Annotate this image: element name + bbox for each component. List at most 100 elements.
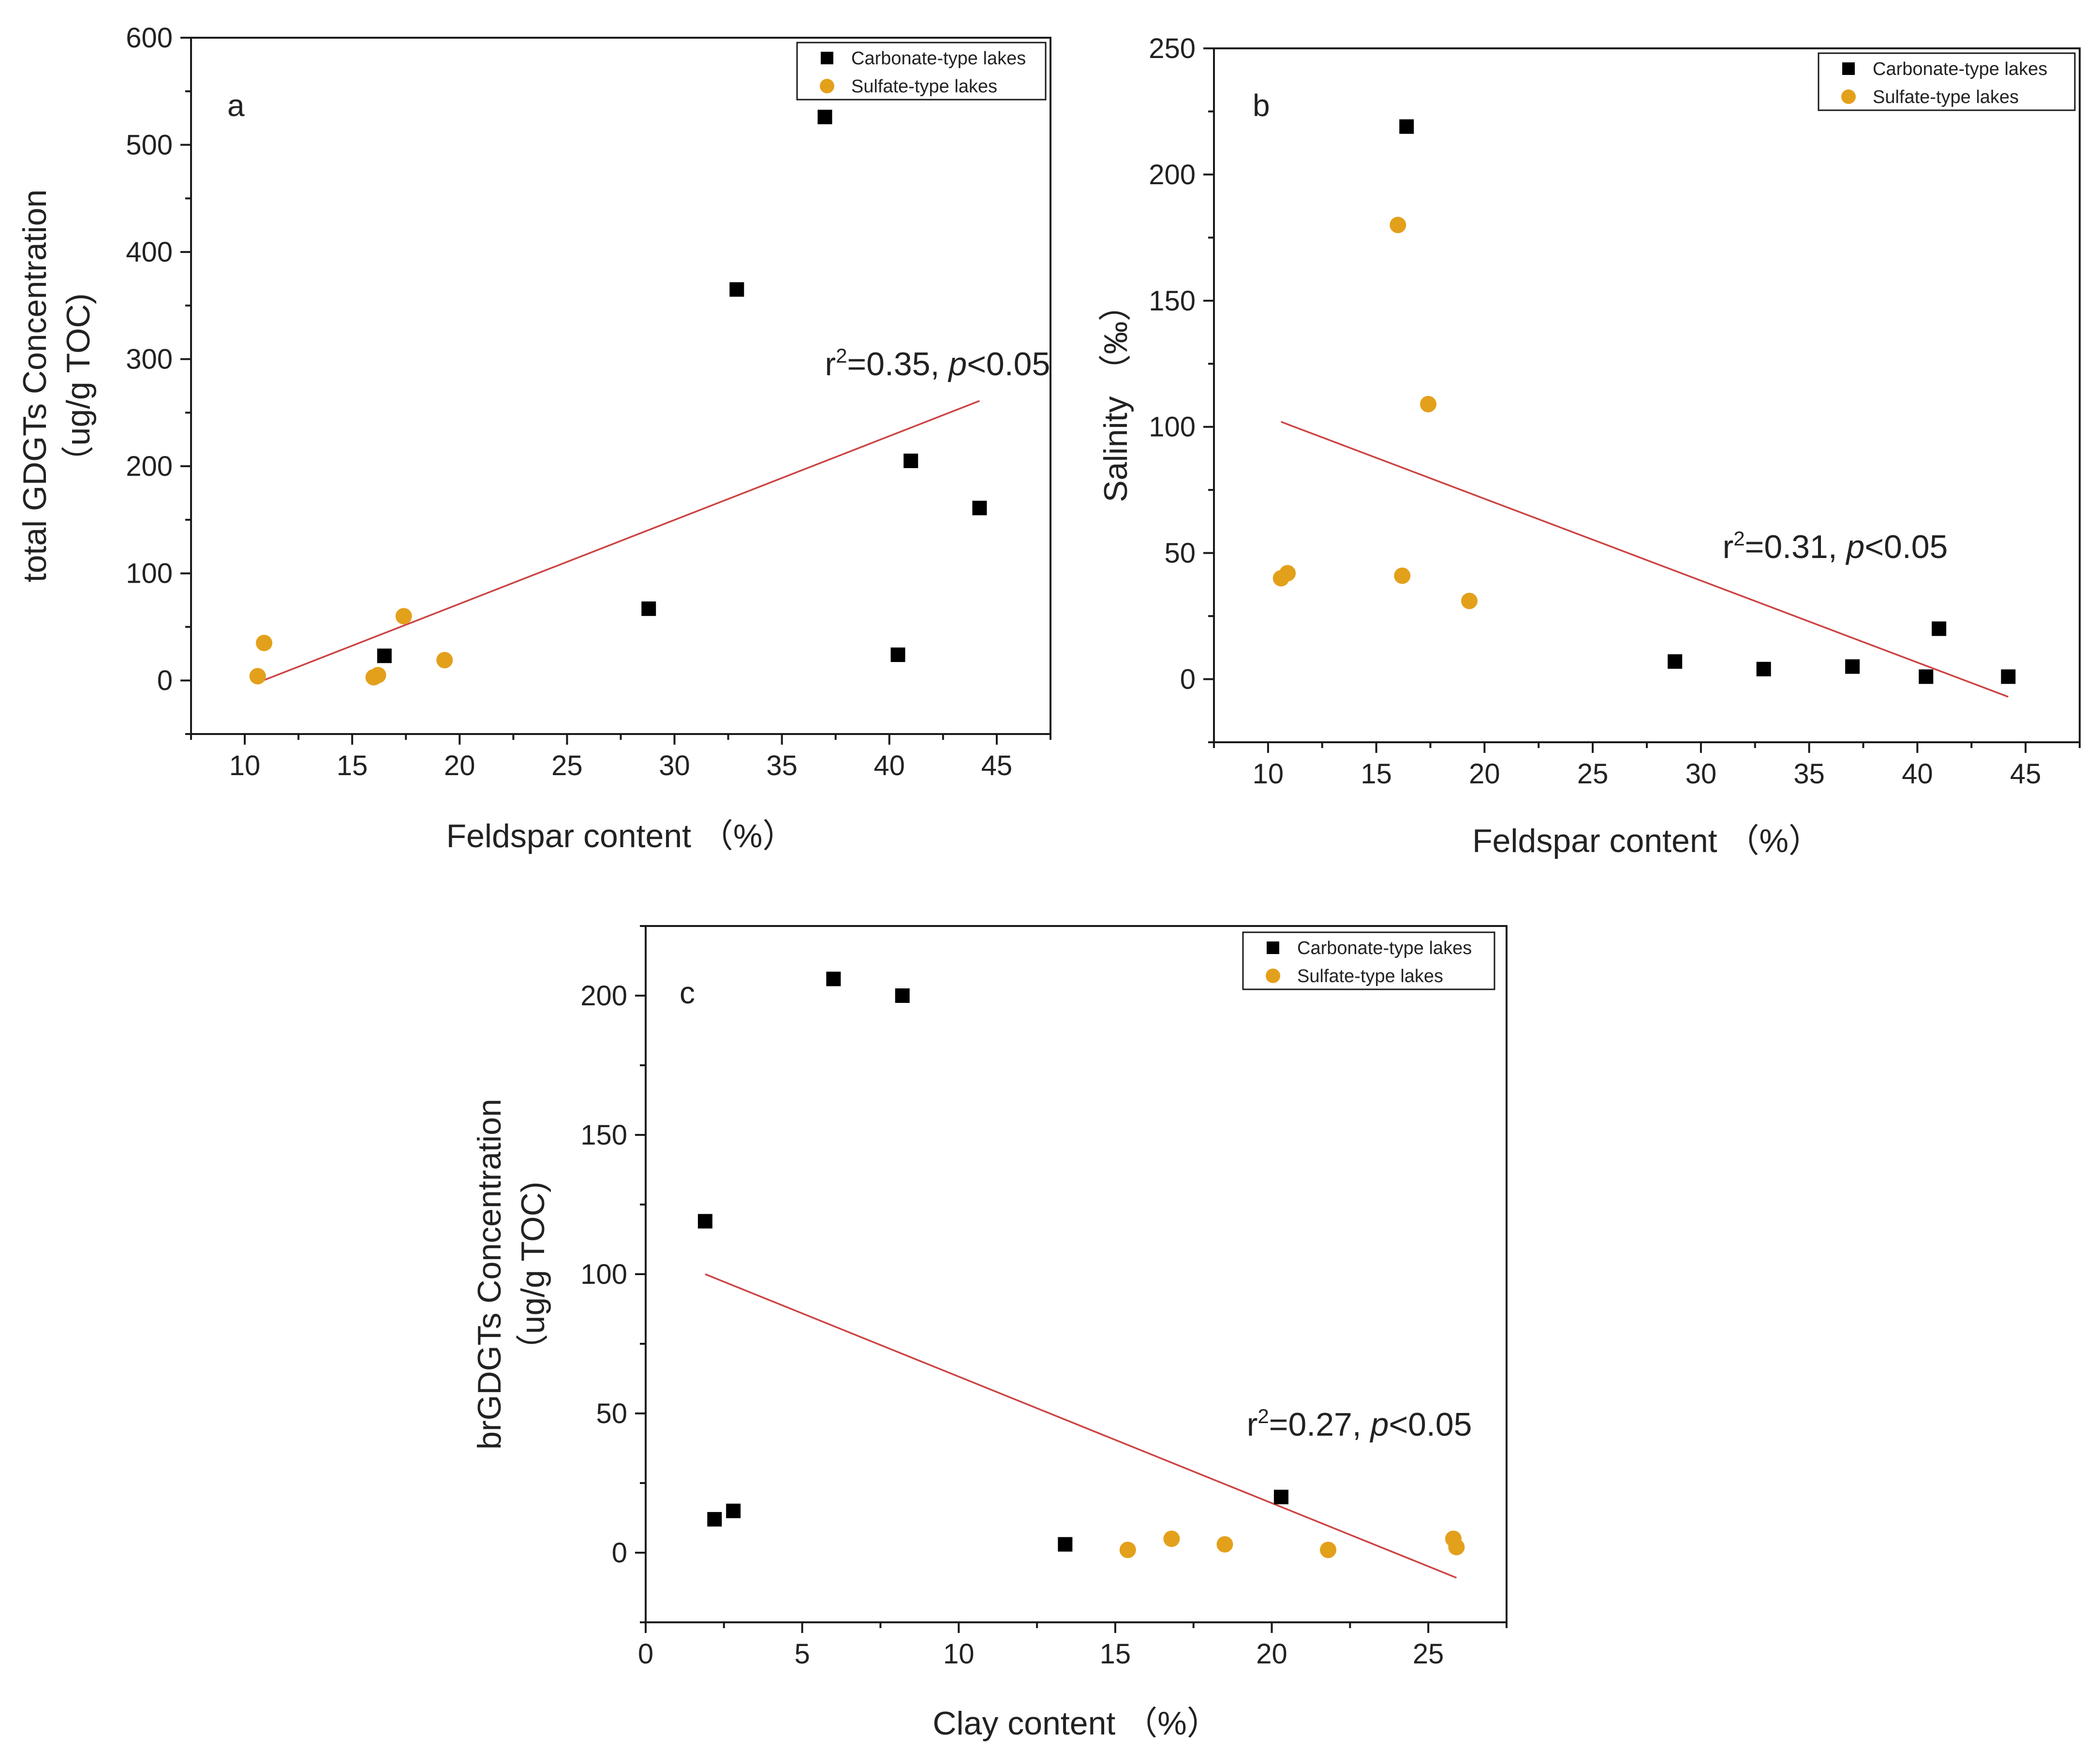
y-tick-label: 50: [1164, 538, 1196, 569]
x-tick-label: 30: [1686, 758, 1717, 790]
y-axis-title: brGDGTs Concentration: [471, 1099, 508, 1450]
y-tick-label: 600: [126, 22, 173, 54]
legend: Carbonate-type lakes Sulfate-type lakes: [796, 42, 1047, 101]
carbonate-point: [1668, 654, 1683, 669]
stat-value: =0.31,: [1745, 529, 1847, 565]
fit-statistics: r2=0.31, p<0.05: [1723, 527, 1948, 565]
x-tick-label: 30: [659, 750, 690, 781]
fit-statistics: r2=0.35, p<0.05: [825, 344, 1050, 382]
legend-entry-label: Carbonate-type lakes: [851, 48, 1026, 69]
stat-r: r: [1247, 1406, 1258, 1443]
carbonate-point: [817, 109, 832, 124]
carbonate-point: [972, 500, 987, 515]
stat-r: r: [825, 346, 836, 382]
legend-box: [1242, 931, 1495, 990]
carbonate-point: [2001, 669, 2016, 684]
x-tick-label: 10: [229, 750, 261, 781]
y-tick-label: 100: [126, 558, 173, 589]
legend-circle-marker: [820, 79, 834, 93]
y-tick-label: 100: [1149, 412, 1196, 443]
sulfate-point: [249, 668, 266, 685]
x-tick-label: 15: [337, 750, 368, 781]
stat-superscript: 2: [1257, 1405, 1269, 1427]
x-tick-label: 20: [1256, 1638, 1287, 1670]
x-tick-label: 25: [551, 750, 583, 781]
stat-value: =0.27,: [1269, 1406, 1371, 1443]
sulfate-point: [1390, 217, 1406, 234]
panel-label: b: [1253, 88, 1270, 123]
carbonate-point: [890, 647, 905, 662]
legend-entry-label: Sulfate-type lakes: [1297, 966, 1443, 986]
legend-square-marker: [1267, 941, 1279, 954]
sulfate-point: [256, 634, 273, 651]
chart-panel-c: 0 5 10 15 20 25 0 50 100 150 200 Clay content （%） br…: [471, 925, 1508, 1742]
x-tick-label: 25: [1577, 758, 1609, 790]
carbonate-point: [641, 601, 656, 616]
legend-box: [1818, 52, 2076, 111]
y-tick-label: 250: [1149, 33, 1196, 64]
x-tick-label: 10: [1253, 758, 1284, 790]
x-tick-label: 40: [874, 750, 905, 781]
stat-superscript: 2: [1733, 527, 1745, 550]
carbonate-point: [697, 1214, 712, 1229]
plot-frame: [1213, 47, 2081, 743]
legend-square-marker: [821, 52, 833, 64]
sulfate-point: [1448, 1539, 1465, 1556]
carbonate-point: [1273, 1489, 1288, 1504]
sulfate-point: [1420, 396, 1437, 412]
legend-entry-label: Sulfate-type lakes: [851, 76, 997, 97]
x-axis-title: Feldspar content （%）: [1472, 823, 1821, 859]
legend-entry-label: Carbonate-type lakes: [1873, 59, 2047, 79]
x-axis-title: Feldspar content （%）: [446, 818, 796, 854]
x-tick-label: 15: [1100, 1638, 1131, 1670]
sulfate-point: [1119, 1542, 1136, 1558]
legend: Carbonate-type lakes Sulfate-type lakes: [1818, 52, 2076, 111]
chart-panel-b: 10 15 20 25 30 35 40 45 0 50 100 150 200 250 Feldspar …: [1097, 33, 2081, 859]
carbonate-point: [377, 648, 392, 663]
stat-superscript: 2: [836, 344, 847, 367]
sulfate-point: [1216, 1536, 1233, 1553]
sulfate-point: [1279, 565, 1296, 582]
plot-frame: [645, 925, 1508, 1623]
stat-value: =0.35,: [847, 346, 949, 382]
regression-line: [1281, 421, 2009, 698]
carbonate-point: [1058, 1537, 1073, 1552]
sulfate-point: [1320, 1542, 1337, 1558]
y-tick-label: 400: [126, 236, 173, 268]
y-axis-title-units: （ug/g TOC): [515, 1182, 551, 1367]
y-tick-label: 500: [126, 130, 173, 161]
y-tick-label: 300: [126, 344, 173, 375]
carbonate-point: [1932, 621, 1947, 636]
legend-circle-marker: [1266, 969, 1280, 983]
sulfate-point: [395, 608, 412, 625]
carbonate-point: [1756, 662, 1771, 676]
x-tick-label: 35: [1793, 758, 1825, 790]
x-tick-label: 25: [1413, 1638, 1444, 1670]
y-tick-label: 100: [580, 1259, 627, 1290]
x-tick-label: 35: [766, 750, 798, 781]
legend-entry-label: Carbonate-type lakes: [1297, 938, 1472, 958]
stat-p: p: [1370, 1406, 1389, 1443]
x-tick-label: 0: [638, 1638, 653, 1670]
carbonate-point: [729, 282, 744, 297]
carbonate-point: [903, 454, 918, 469]
carbonate-point: [895, 988, 910, 1003]
sulfate-point: [1163, 1530, 1180, 1547]
legend-entry-label: Sulfate-type lakes: [1873, 87, 2019, 107]
sulfate-point: [436, 652, 453, 669]
y-tick-label: 0: [612, 1537, 627, 1569]
y-tick-label: 200: [580, 980, 627, 1012]
legend-box: [796, 42, 1047, 101]
stat-p-value: <0.05: [1864, 529, 1948, 565]
y-axis-title-units: （ug/g TOC): [60, 294, 97, 479]
y-tick-label: 200: [1149, 159, 1196, 191]
x-tick-label: 20: [444, 750, 475, 781]
stat-p: p: [947, 346, 967, 382]
x-tick-label: 5: [795, 1638, 810, 1670]
y-tick-label: 150: [1149, 285, 1196, 317]
y-axis-title: total GDGTs Concentration: [16, 190, 53, 583]
x-tick-label: 10: [943, 1638, 975, 1670]
regression-line: [705, 1273, 1457, 1579]
carbonate-point: [826, 971, 841, 986]
